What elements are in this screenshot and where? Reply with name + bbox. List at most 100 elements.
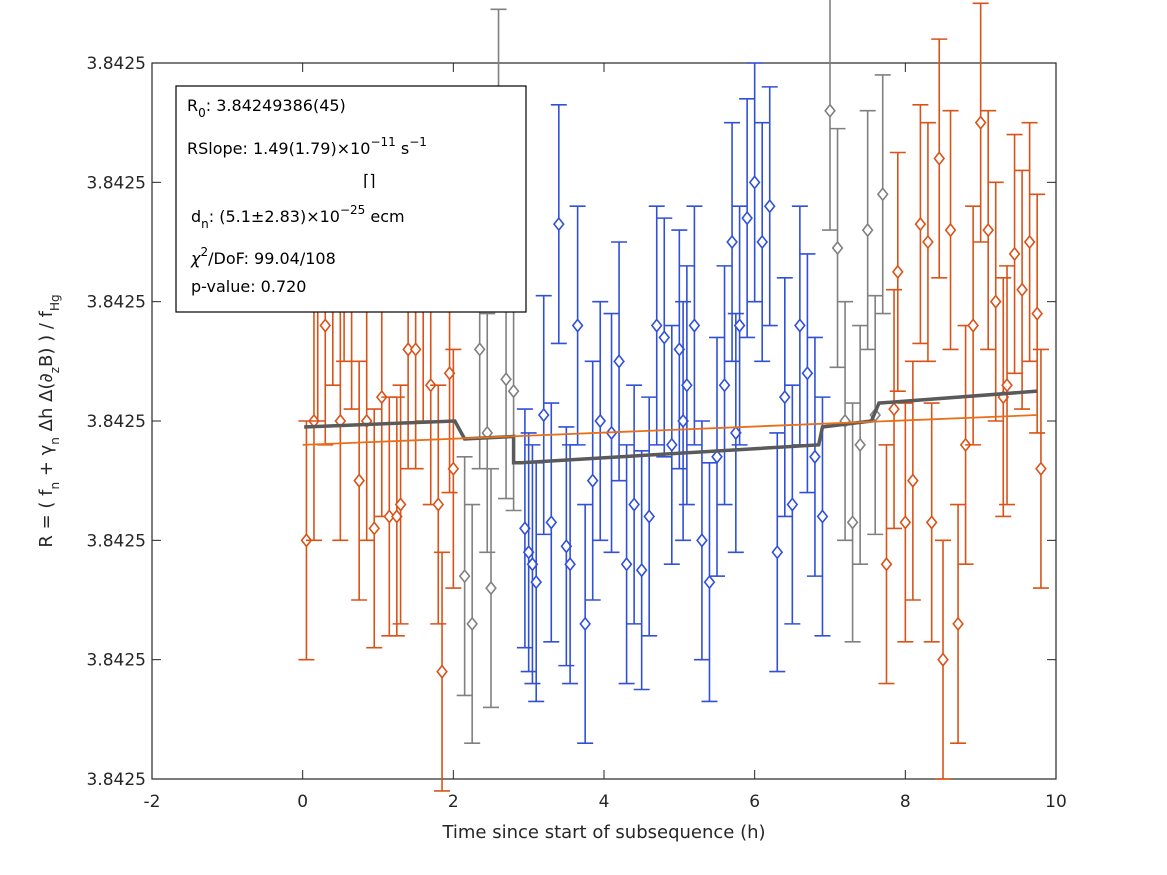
data-point-marker [703, 574, 716, 590]
data-point-marker [831, 240, 844, 256]
data-point-marker [801, 365, 814, 381]
legend-rslope: RSlope: 1.49(1.79)×10−11 s−1 [187, 135, 427, 158]
y-tick-label: 3.8425 [87, 770, 146, 790]
data-point-marker [733, 318, 746, 333]
data-point-marker [891, 264, 904, 280]
data-point-marker [383, 509, 396, 524]
data-point-marker [681, 377, 693, 393]
data-point-marker [594, 413, 607, 429]
data-point-marker [1008, 246, 1021, 262]
data-point-marker [839, 413, 851, 429]
y-tick-label: 3.8425 [87, 651, 146, 671]
data-point-marker [816, 509, 829, 524]
y-tick-label: 3.8425 [87, 54, 146, 74]
data-point-marker [1035, 461, 1047, 477]
data-point-marker [485, 580, 497, 596]
step-fit-line [304, 389, 1038, 465]
data-point-marker [778, 389, 791, 405]
data-point-marker [620, 556, 633, 572]
x-axis-label: Time since start of subsequence (h) [441, 822, 765, 843]
x-tick-label: 4 [599, 792, 610, 812]
data-point-marker [696, 533, 708, 548]
data-point-marker [718, 377, 731, 393]
data-point-marker [658, 330, 671, 345]
data-point-marker [466, 616, 478, 632]
series-gray-segment-2 [822, 0, 891, 643]
data-point-marker [628, 497, 640, 512]
legend-dn: dn: (5.1±2.83)×10−25 ecm [191, 203, 405, 231]
data-point-marker [748, 175, 761, 190]
data-point-marker [586, 473, 599, 488]
data-point-marker [458, 568, 471, 584]
data-point-marker [899, 515, 912, 530]
fit-group [302, 389, 1038, 465]
data-point-marker [402, 342, 414, 357]
data-point-marker [447, 461, 460, 477]
data-point-marker [756, 234, 769, 250]
linear-fit-line [302, 414, 1038, 446]
legend-chi2: χ2/DoF: 99.04/108 [190, 245, 336, 268]
data-point-marker [545, 515, 558, 530]
data-point-marker [1023, 234, 1036, 250]
data-point-marker [394, 497, 407, 512]
data-point-marker [507, 383, 520, 399]
y-tick-label: 3.8425 [87, 412, 146, 432]
data-point-marker [368, 521, 381, 536]
tick-group: -2 0 2 4 6 8 10 3.8425 3.8425 3.8425 3.8425 3.8425 3… [87, 54, 1067, 812]
data-point-marker [635, 562, 648, 578]
data-point-marker [500, 371, 512, 387]
legend-r0: R0: 3.84249386(45) [187, 96, 346, 120]
data-point-marker [982, 222, 995, 238]
data-point-marker [944, 222, 957, 238]
x-tick-label: 10 [1045, 792, 1067, 812]
data-point-marker [319, 318, 332, 333]
data-point-marker [530, 574, 543, 590]
data-point-marker [409, 342, 422, 357]
data-point-marker [473, 342, 486, 357]
data-point-marker [922, 234, 934, 250]
data-point-marker [861, 222, 874, 238]
data-point-marker [809, 449, 821, 465]
x-tick-label: 8 [900, 792, 911, 812]
data-point-marker [613, 354, 625, 369]
data-point-marker [786, 497, 799, 512]
data-point-marker [933, 151, 946, 166]
data-point-marker [907, 473, 919, 488]
data-point-marker [763, 198, 776, 214]
y-tick-label: 3.8425 [87, 531, 146, 551]
data-point-marker [436, 664, 448, 679]
series-blue-segment [516, 62, 831, 745]
data-point-marker [914, 216, 927, 232]
data-point-marker [824, 103, 836, 119]
data-point-marker [876, 186, 889, 202]
data-point-marker [432, 497, 445, 512]
legend-frame [175, 85, 527, 313]
data-point-marker [665, 437, 678, 453]
data-point-marker [1031, 306, 1043, 321]
y-tick-label: 3.8425 [87, 173, 146, 193]
data-group [298, 0, 1049, 792]
y-tick-label: 3.8425 [87, 293, 146, 313]
data-point-marker [552, 216, 565, 232]
data-point-marker [888, 401, 900, 417]
data-point-marker [952, 616, 964, 632]
data-point-marker [579, 616, 591, 632]
legend-box: R0: 3.84249386(45) RSlope: 1.49(1.79)×10… [175, 85, 527, 313]
legend-pvalue: p-value: 0.720 [191, 277, 306, 296]
data-point-marker [571, 318, 584, 333]
data-point-marker [846, 515, 859, 530]
y-axis-label: R = ( fn + γn Δh Δ(∂zB) ) / fHg [36, 294, 62, 547]
data-point-marker [1001, 377, 1013, 393]
x-tick-label: 2 [448, 792, 459, 812]
data-point-marker [989, 294, 1002, 309]
data-point-marker [353, 473, 365, 488]
x-tick-label: -2 [144, 792, 161, 812]
x-tick-label: 6 [749, 792, 760, 812]
data-point-marker [794, 318, 806, 333]
data-point-marker [967, 318, 979, 333]
data-point-marker [1016, 282, 1028, 298]
data-point-marker [711, 449, 723, 465]
data-point-marker [643, 509, 656, 524]
data-point-marker [925, 515, 938, 530]
data-point-marker [771, 544, 784, 560]
